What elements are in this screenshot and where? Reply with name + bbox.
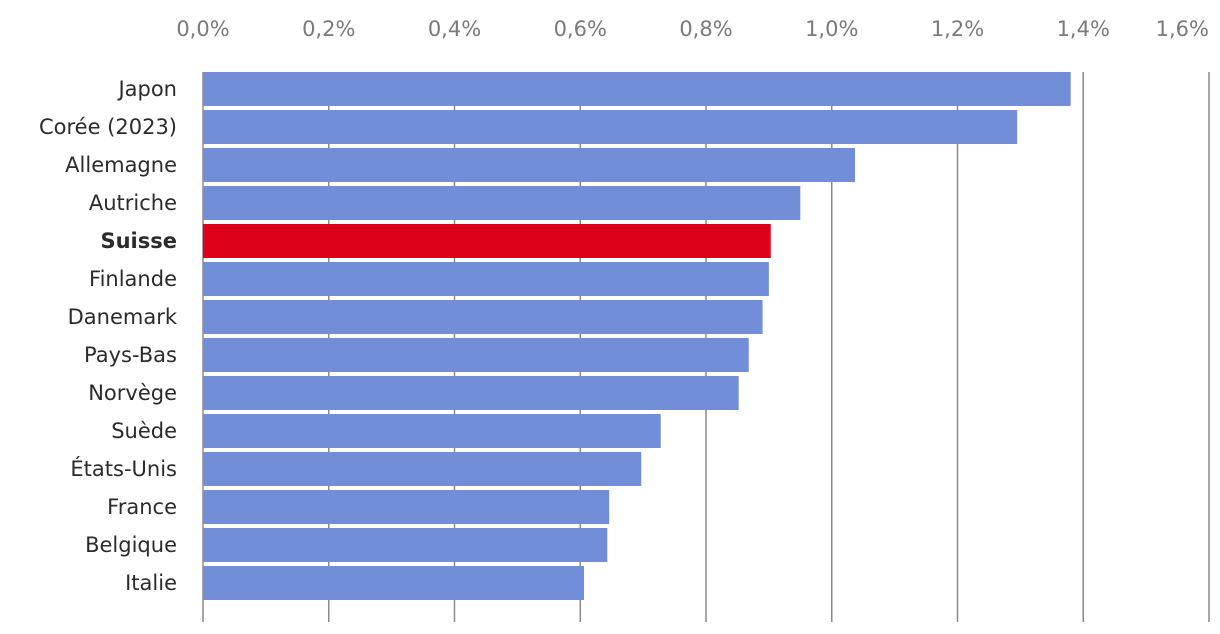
bar-norv-ge — [203, 376, 739, 410]
category-label: Danemark — [68, 305, 178, 329]
bar-tats-unis — [203, 452, 642, 486]
bar-su-de — [203, 414, 661, 448]
bar-japon — [203, 72, 1071, 106]
bar-danemark — [203, 300, 763, 334]
category-label: Pays-Bas — [84, 343, 177, 367]
category-label: Belgique — [85, 533, 177, 557]
bar-belgique — [203, 528, 608, 562]
bar-suisse — [203, 224, 771, 258]
category-label: Corée (2023) — [39, 115, 177, 139]
bar-pays-bas — [203, 338, 749, 372]
bar-finlande — [203, 262, 769, 296]
category-label: France — [107, 495, 177, 519]
category-label: Suède — [111, 419, 177, 443]
category-label: Italie — [125, 571, 177, 595]
bar-italie — [203, 566, 585, 600]
bar-autriche — [203, 186, 801, 220]
x-tick-label: 0,0% — [176, 17, 229, 41]
y-axis-categories: Japon Corée (2023) Allemagne Autriche Suisse… — [39, 77, 178, 595]
category-label: Finlande — [89, 267, 177, 291]
category-label: Norvège — [88, 381, 177, 405]
x-tick-label: 0,6% — [554, 17, 607, 41]
bar-layer — [203, 72, 1071, 600]
x-tick-label: 0,2% — [302, 17, 355, 41]
category-label: Suisse — [100, 229, 177, 253]
category-label: Japon — [116, 77, 177, 101]
category-label: États-Unis — [70, 456, 177, 481]
category-label: Allemagne — [65, 153, 177, 177]
category-label: Autriche — [89, 191, 177, 215]
x-tick-label: 1,6% — [1156, 17, 1209, 41]
x-tick-label: 1,4% — [1057, 17, 1110, 41]
bar-allemagne — [203, 148, 856, 182]
x-tick-label: 0,4% — [428, 17, 481, 41]
x-tick-label: 1,2% — [931, 17, 984, 41]
bar-cor-e-2023 — [203, 110, 1018, 144]
x-tick-label: 0,8% — [679, 17, 732, 41]
x-tick-label: 1,0% — [805, 17, 858, 41]
bar-france — [203, 490, 610, 524]
x-axis-ticks: 0,0% 0,2% 0,4% 0,6% 0,8% 1,0% 1,2% 1,4% 1,6% — [176, 17, 1209, 41]
